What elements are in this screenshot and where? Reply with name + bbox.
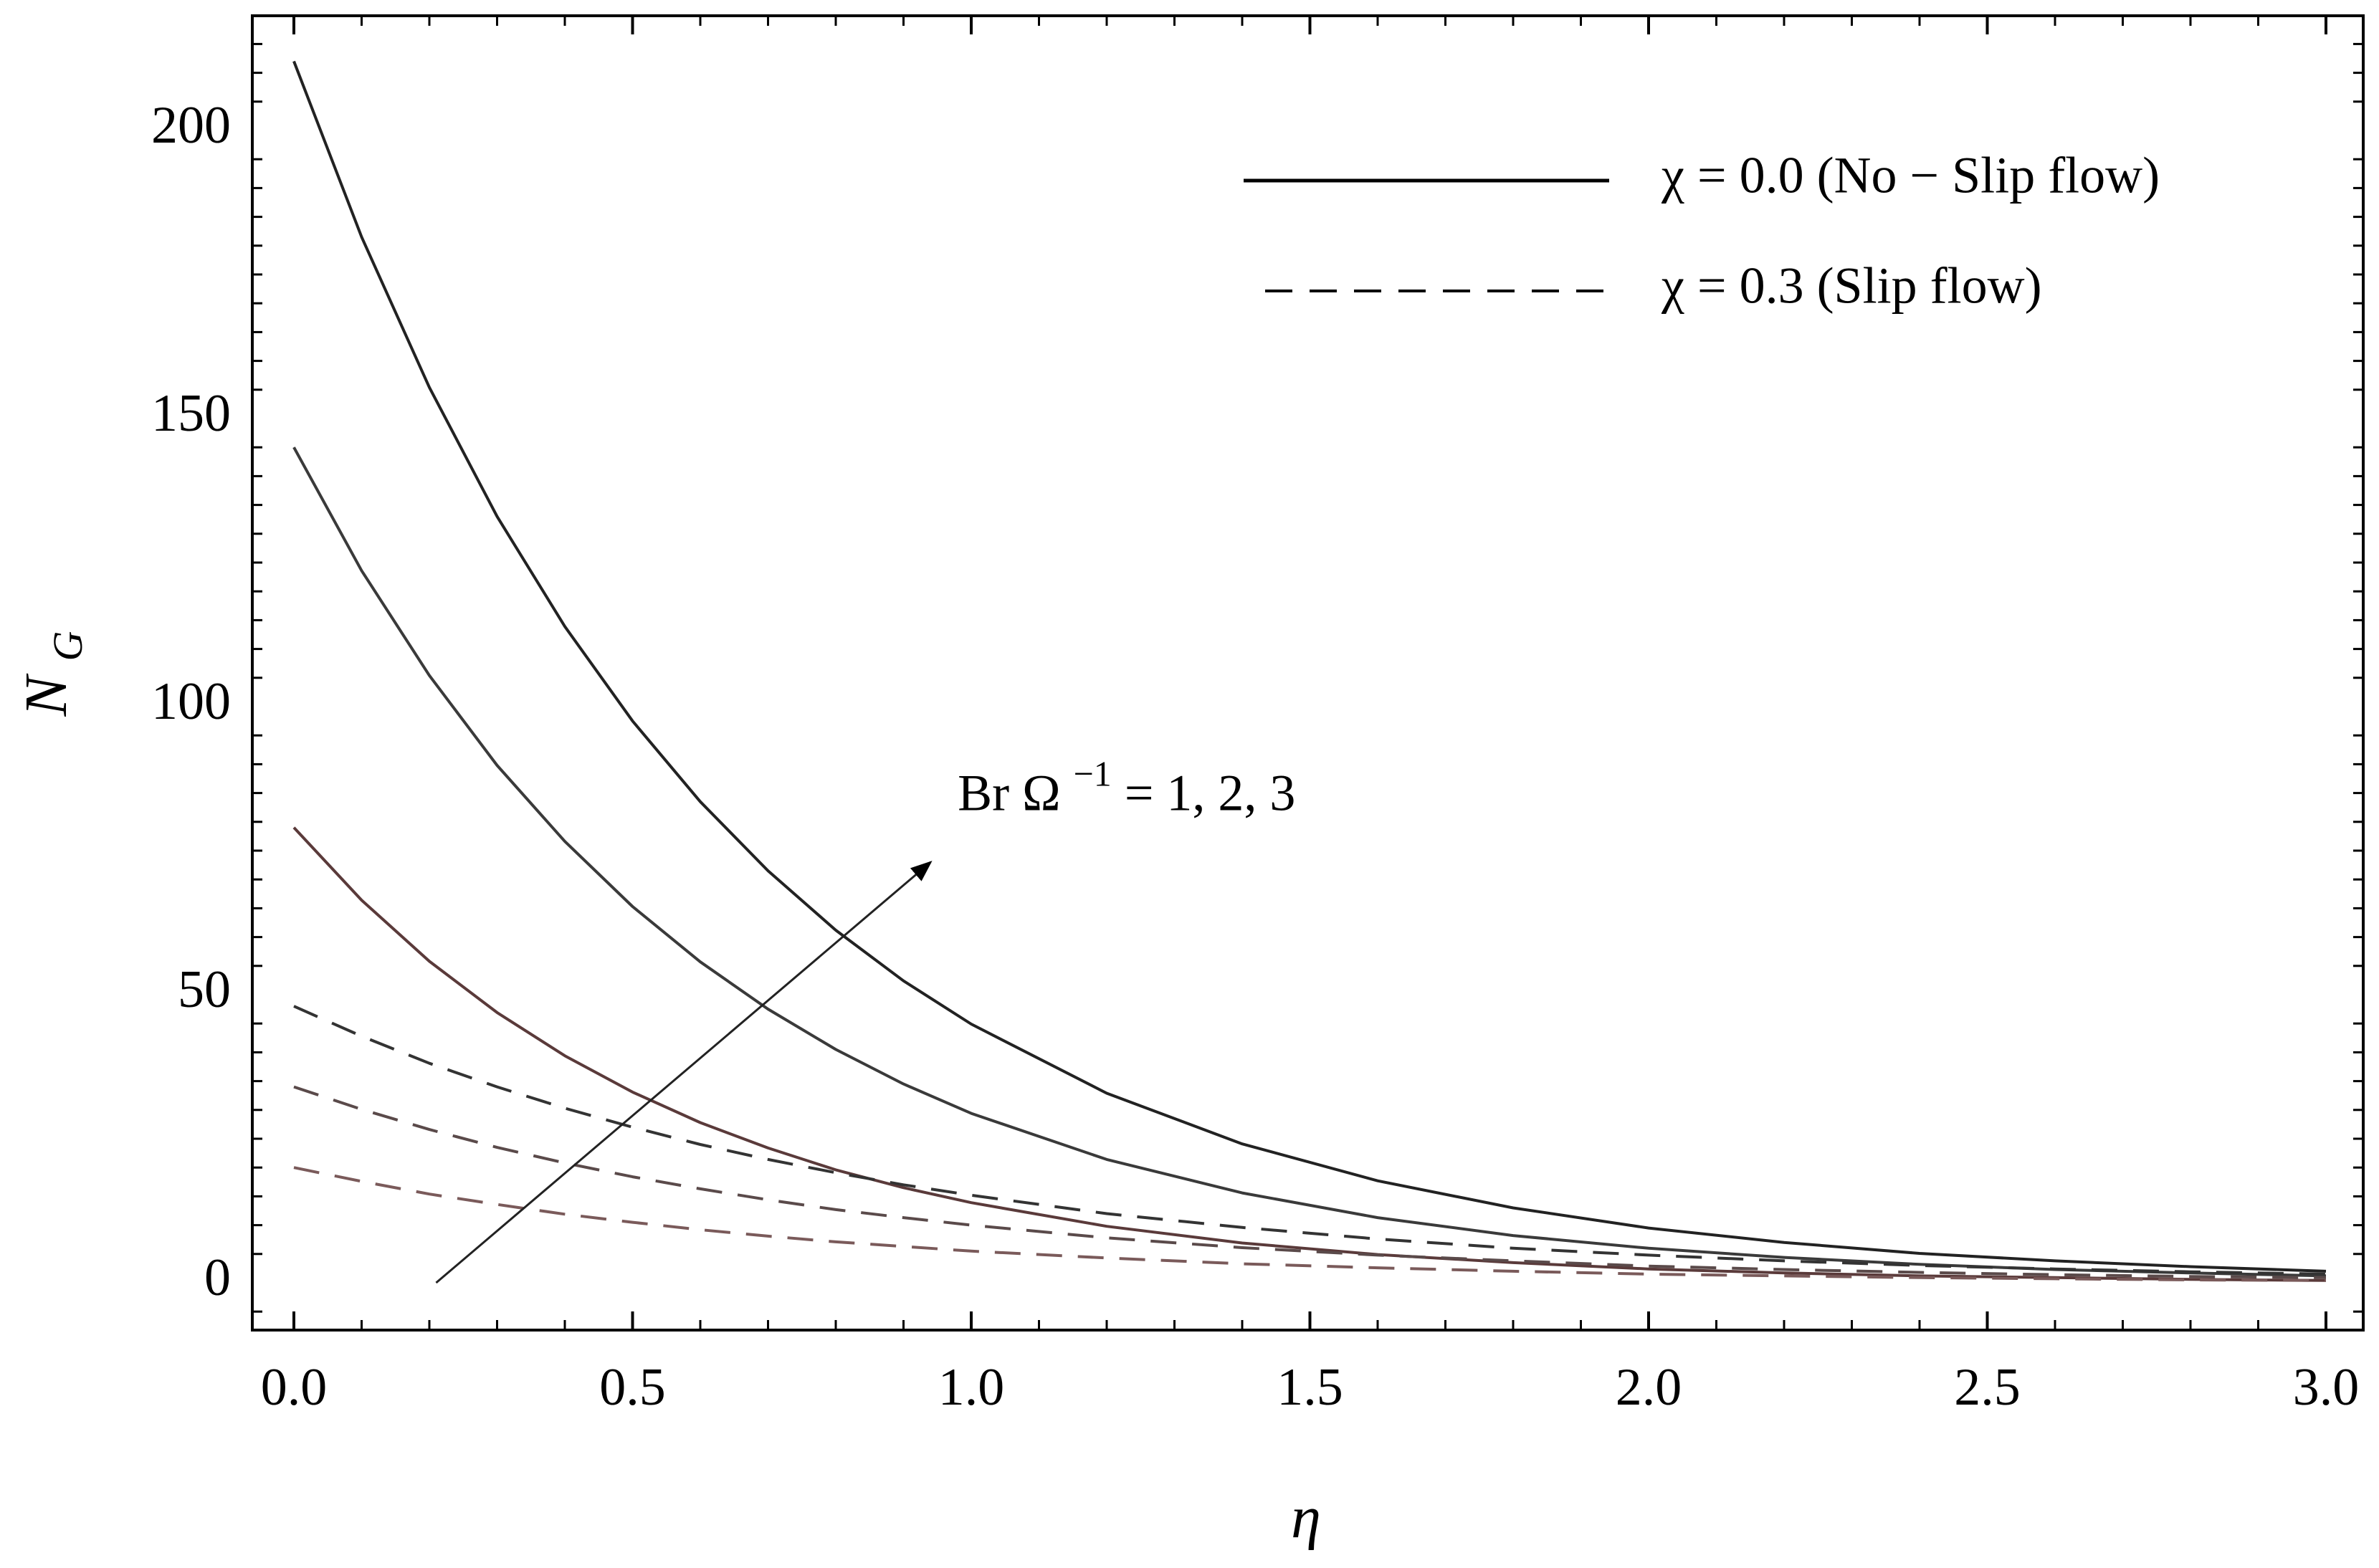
series-line-4 — [293, 1166, 2327, 1282]
annotation-tail: = 1, 2, 3 — [1125, 765, 1296, 822]
y-tick-label: 200 — [151, 96, 231, 155]
x-tick-label: 2.0 — [1616, 1358, 1682, 1417]
x-tick-labels: 0.0 0.5 1.0 1.5 2.0 2.5 3.0 — [261, 1358, 2360, 1417]
annotation-label: Br Ω −1 = 1, 2, 3 — [958, 740, 1295, 822]
x-axis-title: η — [1291, 1484, 1321, 1551]
plot-frame — [251, 14, 2365, 1332]
y-tick-label: 150 — [151, 384, 231, 443]
series-line-1 — [292, 826, 2327, 1282]
legend-label-no-slip: χ = 0.0 (No − Slip flow) — [1661, 147, 2160, 204]
series-line-3 — [292, 60, 2327, 1273]
legend: χ = 0.0 (No − Slip flow) χ = 0.3 (Slip f… — [1244, 147, 2160, 315]
y-axis-title-subscript: G — [44, 631, 91, 661]
axis-ticks — [252, 16, 2363, 1330]
annotation-arrow — [435, 861, 933, 1284]
x-tick-label: 1.5 — [1277, 1358, 1343, 1417]
y-tick-label: 100 — [151, 672, 231, 731]
y-axis-title-main: N — [13, 673, 80, 717]
y-axis-title: N G — [13, 631, 91, 717]
legend-label-slip: χ = 0.3 (Slip flow) — [1661, 257, 2042, 315]
series-line-2 — [292, 446, 2327, 1278]
y-tick-label: 50 — [178, 960, 231, 1019]
series-line-6 — [293, 1005, 2327, 1276]
annotation-superscript: −1 — [1074, 754, 1112, 794]
x-tick-label: 3.0 — [2293, 1358, 2360, 1417]
annotation-main: Br Ω — [958, 765, 1061, 822]
x-tick-label: 0.0 — [261, 1358, 328, 1417]
y-tick-labels: 0 50 100 150 200 — [151, 96, 231, 1307]
series-lines — [292, 60, 2327, 1282]
x-tick-label: 2.5 — [1954, 1358, 2021, 1417]
x-tick-label: 1.0 — [938, 1358, 1005, 1417]
series-line-5 — [293, 1085, 2327, 1279]
x-tick-label: 0.5 — [599, 1358, 666, 1417]
y-tick-label: 0 — [204, 1248, 231, 1307]
